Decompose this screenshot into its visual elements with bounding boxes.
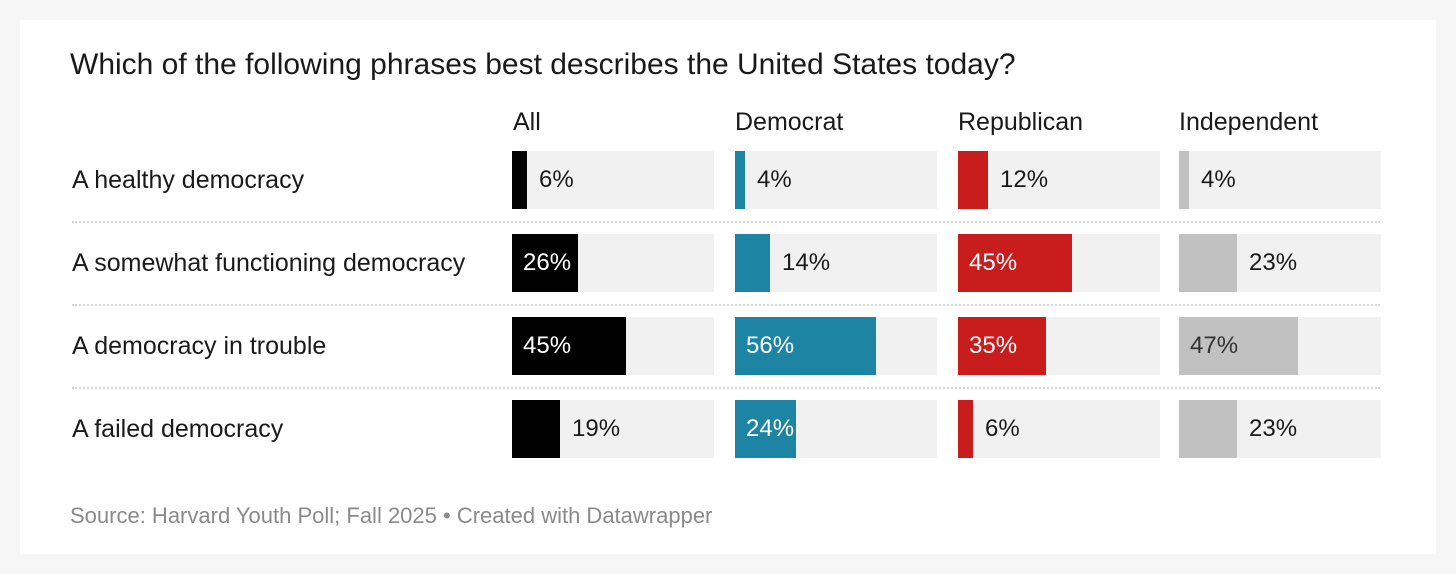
column-header-republican: Republican	[958, 108, 1084, 136]
column-header-all: All	[513, 108, 541, 136]
value-label: 35%	[969, 332, 1018, 359]
chart-title: Which of the following phrases best desc…	[70, 48, 1016, 81]
bar-track: 6%	[512, 151, 714, 209]
bar-track: 26%	[512, 234, 714, 292]
bar-track: 45%	[958, 234, 1160, 292]
bar-independent-2	[1179, 234, 1237, 292]
source-note: Source: Harvard Youth Poll; Fall 2025 • …	[70, 503, 713, 528]
value-label: 26%	[523, 249, 572, 276]
column-header-democrat: Democrat	[735, 108, 844, 136]
bar-all-1	[512, 151, 527, 209]
bar-track: 6%	[958, 400, 1160, 458]
value-label: 4%	[1201, 166, 1236, 193]
bar-track: 14%	[735, 234, 937, 292]
value-label: 56%	[746, 332, 795, 359]
row-divider	[72, 387, 1380, 389]
value-label: 4%	[757, 166, 792, 193]
row-label-in-trouble: A democracy in trouble	[72, 332, 327, 360]
bar-track: 56%	[735, 317, 937, 375]
value-label: 14%	[782, 249, 831, 276]
value-label: 45%	[969, 249, 1018, 276]
bar-independent-1	[1179, 151, 1189, 209]
value-label: 6%	[985, 415, 1020, 442]
value-label: 24%	[746, 415, 795, 442]
bar-track: 4%	[1179, 151, 1381, 209]
value-label: 47%	[1190, 332, 1239, 359]
bar-track: 12%	[958, 151, 1160, 209]
bar-track: 4%	[735, 151, 937, 209]
bar-track: 23%	[1179, 400, 1381, 458]
bar-track: 45%	[512, 317, 714, 375]
column-header-independent: Independent	[1179, 108, 1319, 136]
bar-democrat-1	[735, 151, 745, 209]
bar-track: 23%	[1179, 234, 1381, 292]
value-label: 6%	[539, 166, 574, 193]
bar-track: 19%	[512, 400, 714, 458]
bar-track: 35%	[958, 317, 1160, 375]
bar-all-2	[512, 234, 578, 292]
bar-republican-3	[958, 317, 1046, 375]
value-label: 19%	[572, 415, 621, 442]
bar-track: 47%	[1179, 317, 1381, 375]
bar-track: 24%	[735, 400, 937, 458]
bar-independent-4	[1179, 400, 1237, 458]
row-label-somewhat-functioning: A somewhat functioning democracy	[72, 249, 466, 277]
bar-democrat-2	[735, 234, 770, 292]
row-divider	[72, 304, 1380, 306]
bar-democrat-3	[735, 317, 876, 375]
bar-republican-2	[958, 234, 1072, 292]
value-label: 23%	[1249, 249, 1298, 276]
value-label: 45%	[523, 332, 572, 359]
value-label: 12%	[1000, 166, 1049, 193]
row-label-healthy: A healthy democracy	[72, 166, 305, 194]
bar-independent-3	[1179, 317, 1298, 375]
bar-democrat-4	[735, 400, 796, 458]
row-label-failed: A failed democracy	[72, 415, 284, 443]
row-divider	[72, 221, 1380, 223]
bar-republican-4	[958, 400, 973, 458]
value-label: 23%	[1249, 415, 1298, 442]
bar-all-3	[512, 317, 626, 375]
bar-all-4	[512, 400, 560, 458]
bar-republican-1	[958, 151, 988, 209]
